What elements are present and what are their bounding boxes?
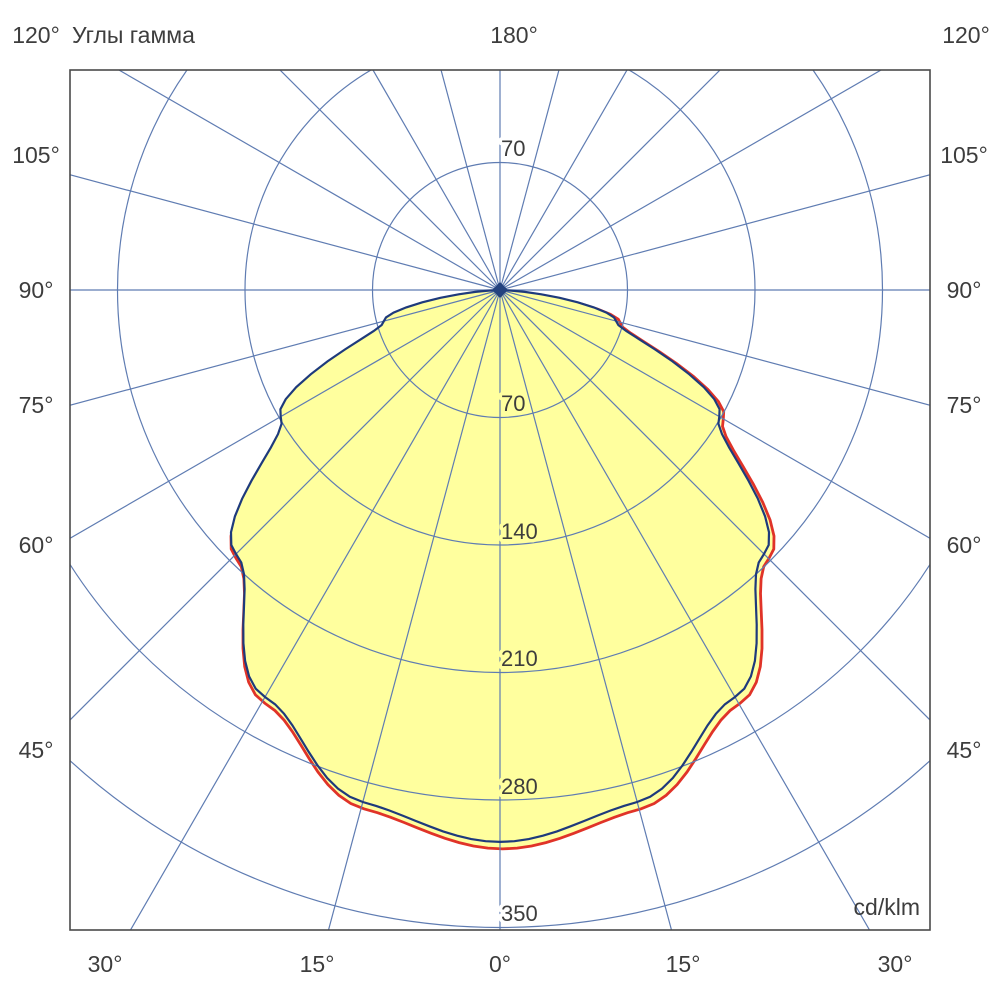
angle-label-left-75: 75° xyxy=(19,392,54,418)
grid-spoke xyxy=(499,289,930,406)
angle-label-top-left: 120° xyxy=(12,22,60,48)
grid-spoke xyxy=(372,70,501,291)
ring-label-70: 70 xyxy=(501,391,525,416)
angle-label-right-45: 45° xyxy=(947,737,982,763)
grid-spoke xyxy=(279,70,501,291)
grid-spoke xyxy=(117,70,501,291)
grid-spoke xyxy=(499,70,721,291)
grid-ring xyxy=(371,161,629,419)
unit-label: cd/klm xyxy=(854,894,920,920)
angle-label-left-105: 105° xyxy=(12,142,60,168)
grid-ring xyxy=(117,70,883,673)
angle-label-right-60: 60° xyxy=(947,532,982,558)
grid-ring xyxy=(244,70,756,546)
curve-c0-c180 xyxy=(229,288,771,844)
plot-frame xyxy=(69,69,931,931)
grid-spoke xyxy=(70,289,501,539)
angle-label-left-45: 45° xyxy=(19,737,54,763)
ring-label-210: 210 xyxy=(501,646,538,671)
angle-label-left-60: 60° xyxy=(19,532,54,558)
grid-spoke xyxy=(499,70,628,291)
grid-spoke xyxy=(499,289,673,930)
angle-label-bottom-30l: 30° xyxy=(88,951,123,977)
grid-spoke xyxy=(70,174,501,291)
grid-spoke xyxy=(499,70,883,291)
grid-spoke xyxy=(499,70,560,291)
grid-spoke xyxy=(440,70,501,291)
ring-label-140: 140 xyxy=(501,519,538,544)
angle-label-right-90: 90° xyxy=(947,277,982,303)
chart-title: Углы гамма xyxy=(72,22,195,48)
angle-label-right-105: 105° xyxy=(940,142,988,168)
angle-label-bottom-0: 0° xyxy=(489,951,511,977)
grid-ring xyxy=(70,563,930,801)
ring-label-350: 350 xyxy=(501,901,538,926)
grid-spoke xyxy=(327,289,501,930)
angle-label-bottom-30r: 30° xyxy=(878,951,913,977)
angle-label-top-right: 120° xyxy=(942,22,990,48)
angle-label-left-90: 90° xyxy=(19,277,54,303)
angle-label-bottom-15l: 15° xyxy=(300,951,335,977)
angle-label-right-75: 75° xyxy=(947,392,982,418)
grid-spoke xyxy=(499,289,930,721)
ring-label-280: 280 xyxy=(501,774,538,799)
grid-spoke xyxy=(499,289,871,930)
grid-spoke xyxy=(70,289,501,406)
ring-label-70-upper: 70 xyxy=(501,136,525,161)
grid-spoke xyxy=(499,289,930,539)
origin-marker xyxy=(492,282,508,298)
grid-spoke xyxy=(129,289,501,930)
angle-label-bottom-15r: 15° xyxy=(666,951,701,977)
grid-spoke xyxy=(499,174,930,291)
grid-spoke xyxy=(70,289,501,721)
angle-label-top-center: 180° xyxy=(490,22,538,48)
grid-ring xyxy=(70,759,930,928)
